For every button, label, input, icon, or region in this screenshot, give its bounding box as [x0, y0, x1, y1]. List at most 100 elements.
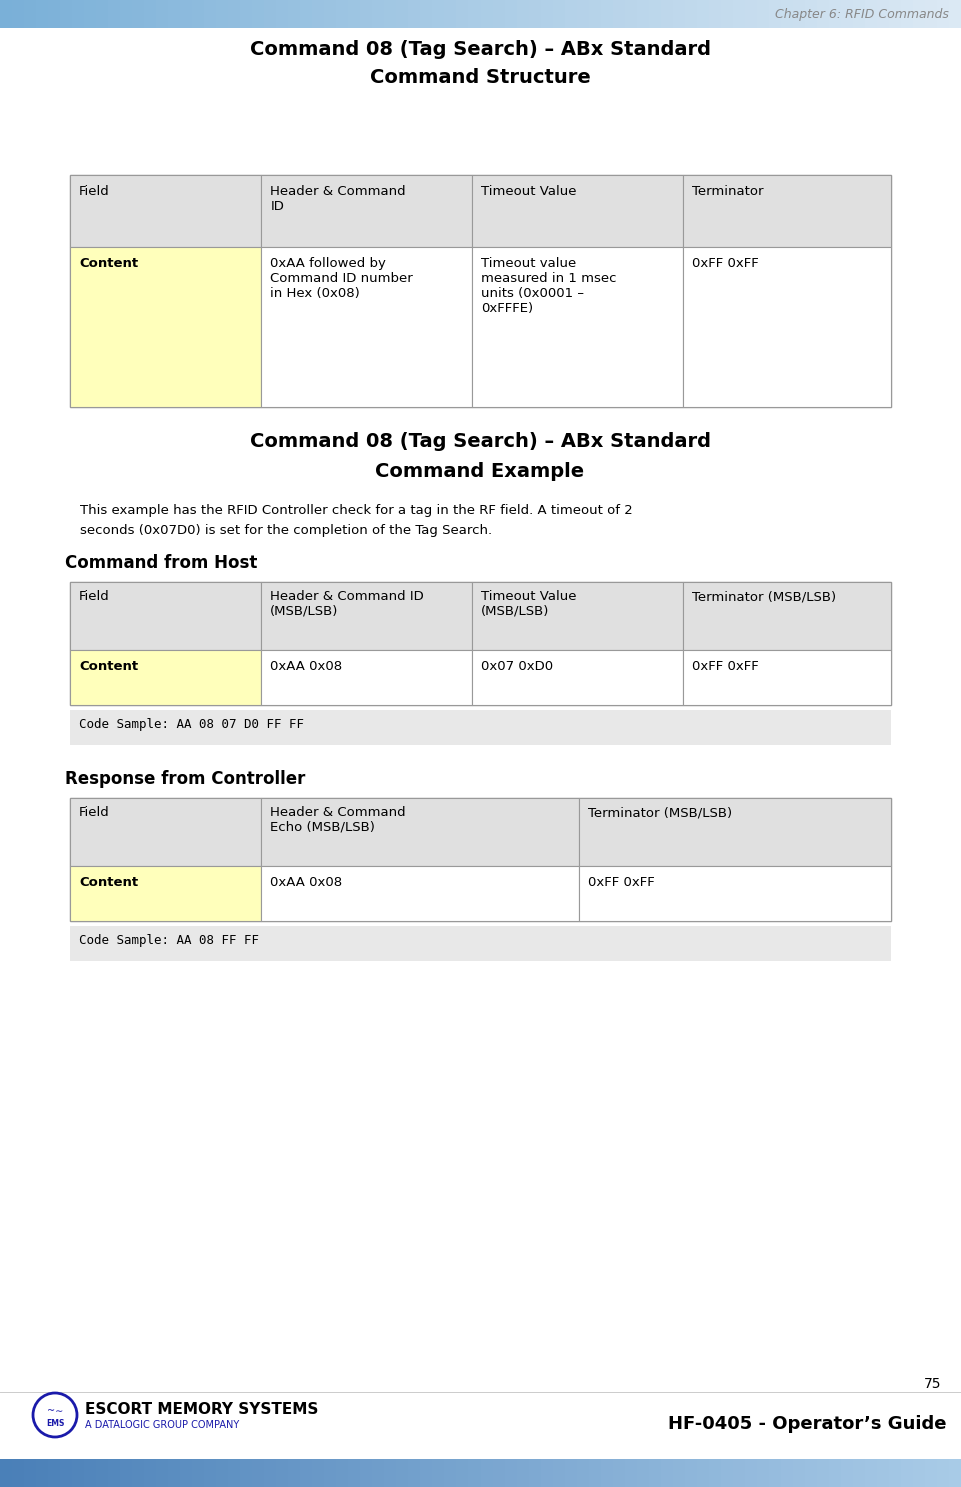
Bar — [264, 1459, 278, 1487]
Bar — [432, 0, 446, 28]
Bar — [205, 1459, 217, 1487]
Bar — [70, 581, 891, 705]
Bar — [829, 0, 842, 28]
Bar — [529, 1459, 542, 1487]
Bar — [649, 1459, 662, 1487]
Bar — [181, 1459, 193, 1487]
Bar — [937, 1459, 950, 1487]
Bar — [613, 1459, 626, 1487]
Bar — [697, 1459, 710, 1487]
Bar — [472, 581, 683, 650]
Bar — [70, 709, 891, 745]
Bar — [553, 0, 566, 28]
Bar — [288, 1459, 302, 1487]
Bar — [0, 1459, 13, 1487]
Bar — [156, 1459, 169, 1487]
Bar — [373, 1459, 385, 1487]
Text: 0xFF 0xFF: 0xFF 0xFF — [692, 257, 759, 271]
Bar — [12, 0, 25, 28]
Bar — [229, 1459, 241, 1487]
Bar — [24, 1459, 37, 1487]
Bar — [492, 1459, 505, 1487]
Bar — [325, 0, 337, 28]
Bar — [683, 581, 891, 650]
Bar — [949, 1459, 961, 1487]
Text: Chapter 6: RFID Commands: Chapter 6: RFID Commands — [776, 7, 949, 21]
Bar — [625, 0, 638, 28]
Bar — [48, 1459, 62, 1487]
Text: EMS: EMS — [46, 1419, 64, 1428]
Bar — [288, 0, 302, 28]
Bar — [579, 865, 891, 920]
Bar — [108, 0, 121, 28]
Bar — [349, 1459, 361, 1487]
Bar — [120, 1459, 134, 1487]
Bar — [445, 1459, 457, 1487]
Bar — [108, 1459, 121, 1487]
Bar — [540, 0, 554, 28]
Text: 0xAA 0x08: 0xAA 0x08 — [270, 660, 342, 674]
Text: Terminator (MSB/LSB): Terminator (MSB/LSB) — [588, 806, 732, 819]
Bar — [120, 0, 134, 28]
Bar — [373, 0, 385, 28]
Text: Content: Content — [79, 660, 138, 674]
Bar — [601, 1459, 614, 1487]
Bar — [408, 0, 422, 28]
Text: Code Sample: AA 08 FF FF: Code Sample: AA 08 FF FF — [79, 934, 259, 947]
Bar — [913, 0, 926, 28]
Text: Terminator (MSB/LSB): Terminator (MSB/LSB) — [692, 590, 836, 604]
Bar — [70, 926, 891, 961]
Bar — [445, 0, 457, 28]
Bar — [144, 0, 158, 28]
Bar — [253, 1459, 265, 1487]
Bar — [168, 1459, 182, 1487]
Bar — [12, 1459, 25, 1487]
Text: HF-0405 - Operator’s Guide: HF-0405 - Operator’s Guide — [668, 1416, 946, 1433]
Text: 0xFF 0xFF: 0xFF 0xFF — [692, 660, 759, 674]
Text: Field: Field — [79, 184, 110, 198]
Bar — [769, 1459, 782, 1487]
Bar — [456, 1459, 470, 1487]
Bar — [781, 0, 794, 28]
Bar — [684, 1459, 698, 1487]
Bar — [261, 175, 472, 247]
Text: Command Example: Command Example — [376, 462, 584, 480]
Bar — [673, 1459, 686, 1487]
Bar — [732, 0, 746, 28]
Bar — [253, 0, 265, 28]
Text: This example has the RFID Controller check for a tag in the RF field. A timeout : This example has the RFID Controller che… — [80, 504, 632, 517]
Bar — [661, 0, 674, 28]
Bar — [649, 0, 662, 28]
Text: Code Sample: AA 08 07 D0 FF FF: Code Sample: AA 08 07 D0 FF FF — [79, 718, 304, 732]
Bar — [505, 1459, 518, 1487]
Bar — [96, 1459, 110, 1487]
Bar — [817, 0, 830, 28]
Bar — [709, 1459, 722, 1487]
Bar — [793, 1459, 806, 1487]
Bar — [625, 1459, 638, 1487]
Bar — [240, 0, 254, 28]
Bar — [261, 865, 579, 920]
Bar — [277, 1459, 289, 1487]
Bar — [37, 1459, 49, 1487]
Bar — [829, 1459, 842, 1487]
Bar — [661, 1459, 674, 1487]
Bar — [261, 799, 579, 865]
Bar — [312, 0, 326, 28]
Bar — [396, 0, 409, 28]
Bar — [889, 1459, 902, 1487]
Bar — [577, 0, 590, 28]
Text: Field: Field — [79, 806, 110, 819]
Bar — [924, 0, 938, 28]
Bar — [396, 1459, 409, 1487]
Bar — [517, 1459, 530, 1487]
Bar — [261, 650, 472, 705]
Text: Command from Host: Command from Host — [65, 555, 258, 572]
Bar — [877, 0, 890, 28]
Bar — [472, 247, 683, 407]
Bar — [757, 1459, 770, 1487]
Bar — [70, 799, 261, 865]
Bar — [301, 1459, 313, 1487]
Text: Header & Command
ID: Header & Command ID — [270, 184, 406, 213]
Bar — [360, 0, 374, 28]
